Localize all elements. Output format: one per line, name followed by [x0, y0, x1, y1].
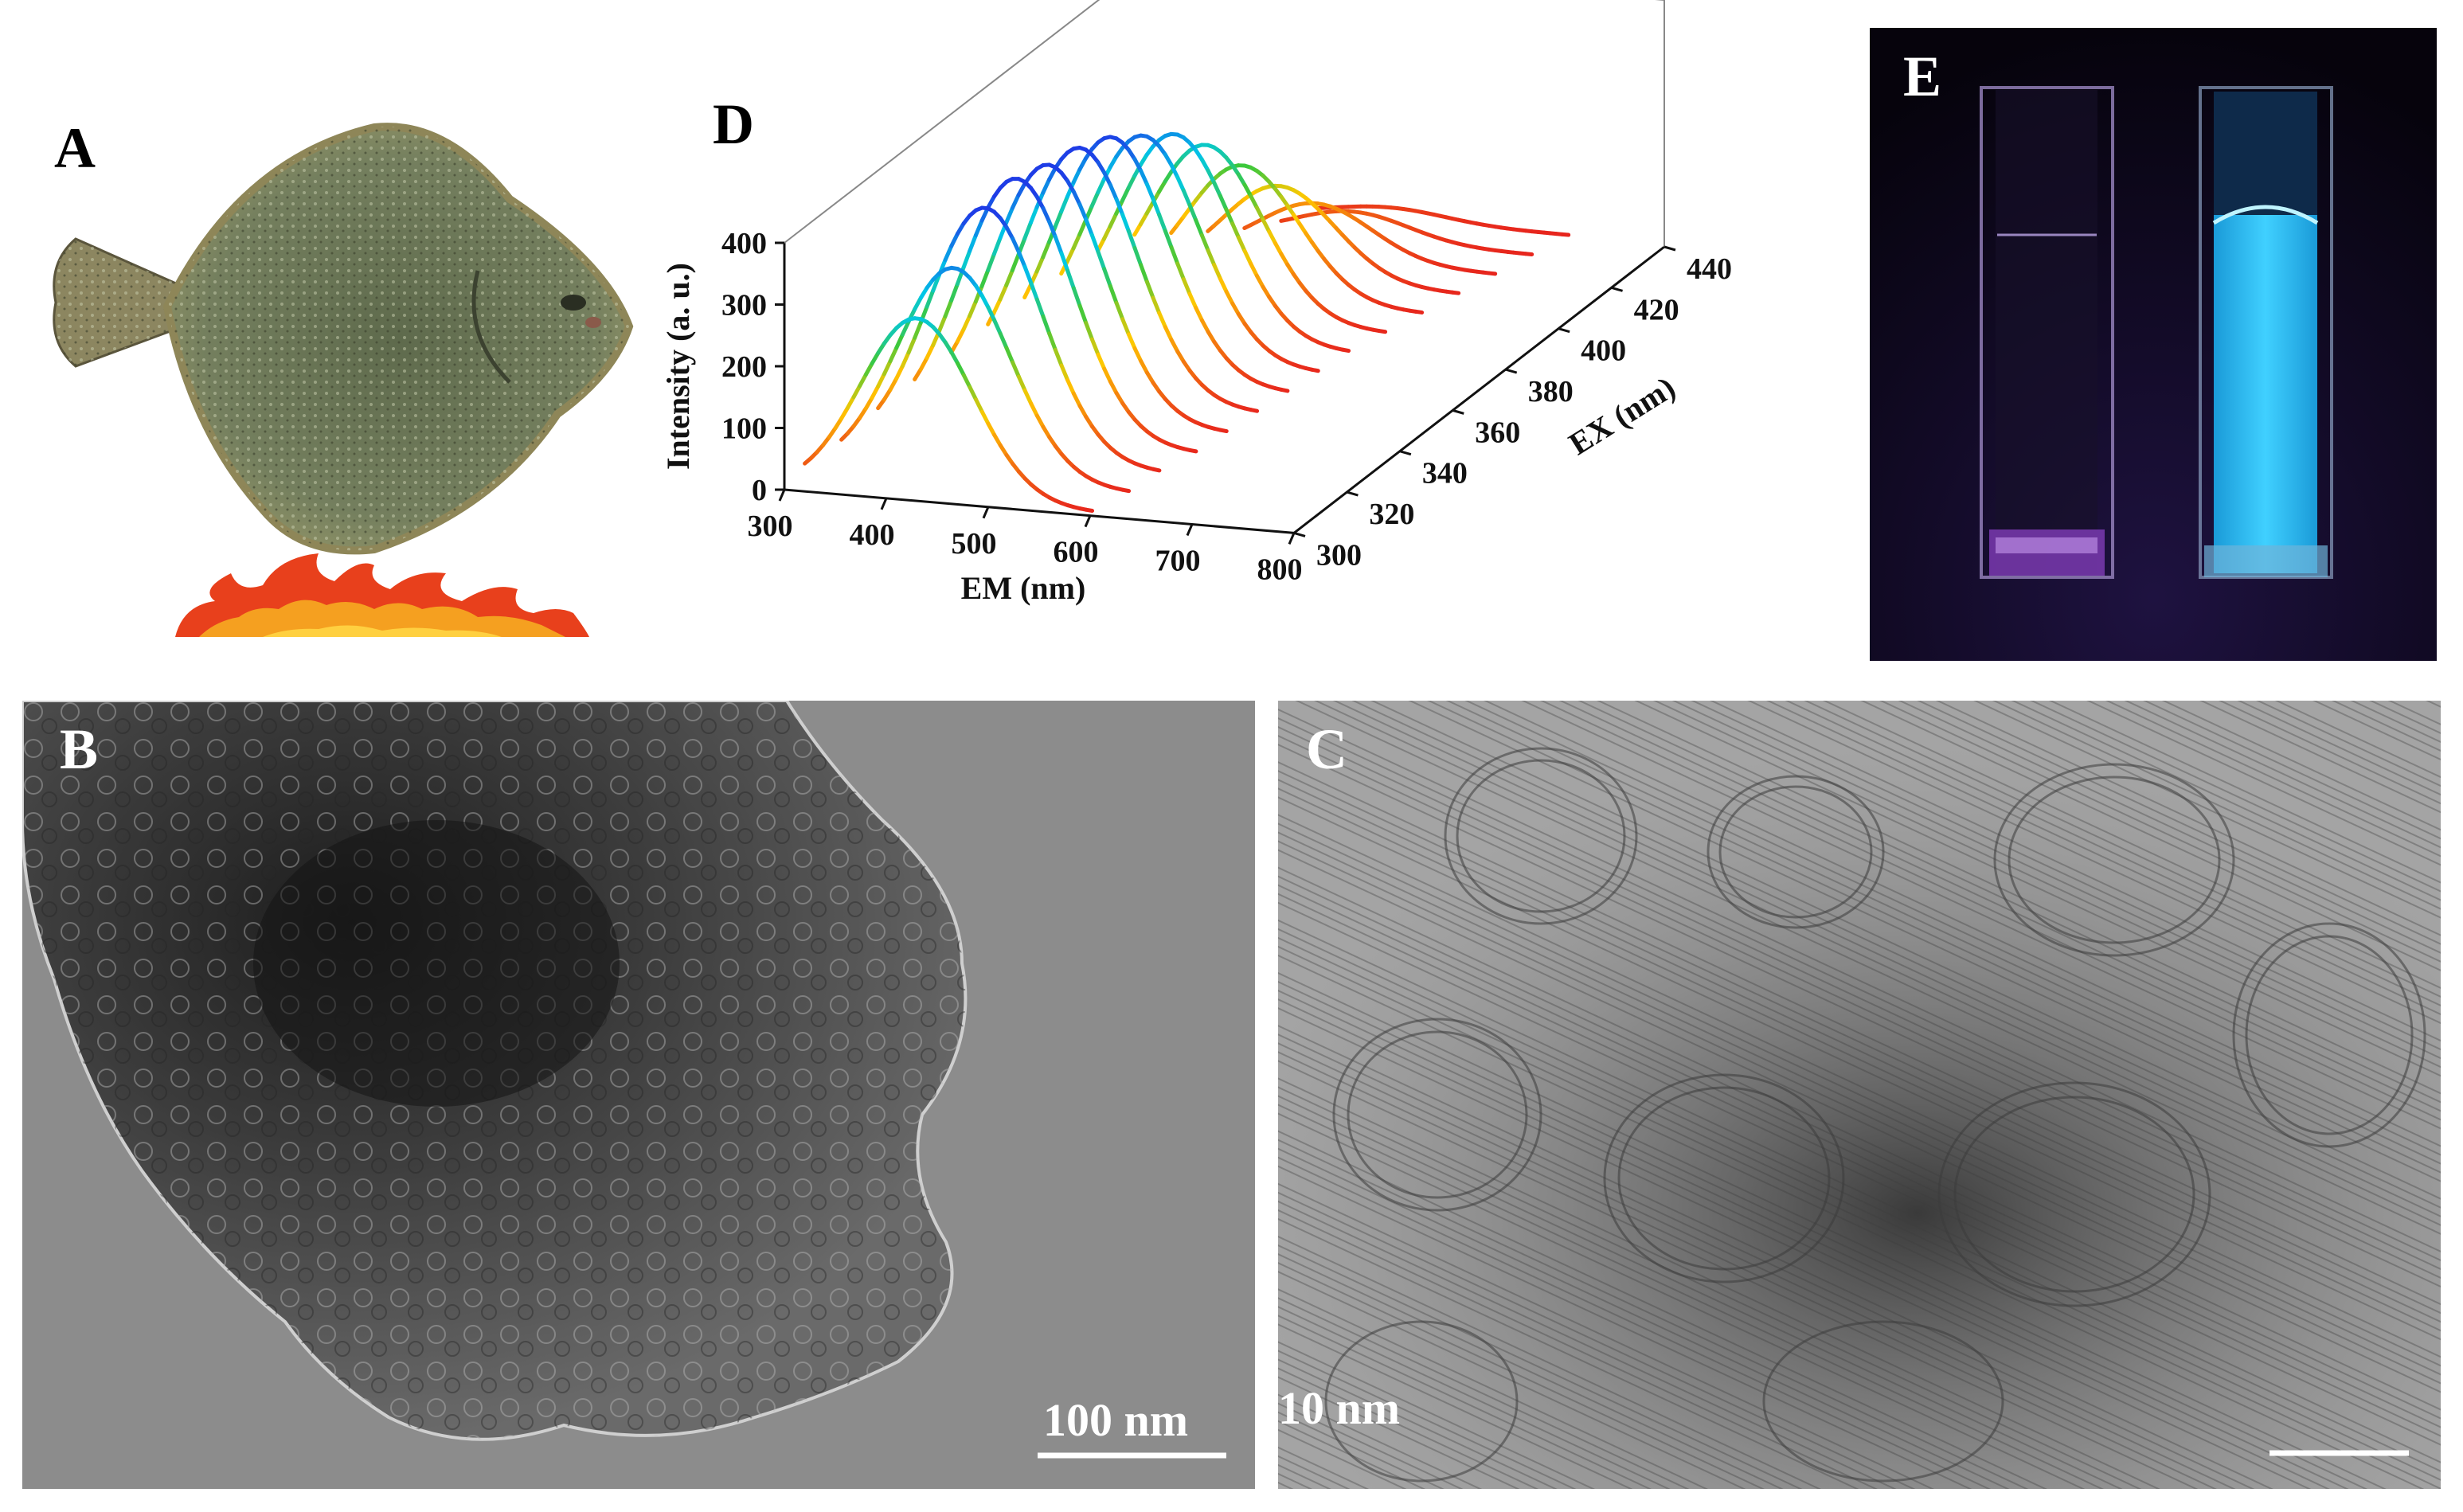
frame-top-left [784, 0, 1101, 244]
z-tick-mark [1664, 245, 1676, 252]
panel-a [0, 0, 637, 661]
scale-bar-label-c: 10 nm [1278, 1382, 1401, 1434]
y-tick-label: 300 [721, 289, 767, 322]
x-tick-label: 500 [952, 527, 997, 561]
y-tick-label: 200 [721, 350, 767, 384]
x-tick-mark [1186, 523, 1194, 537]
flame-icon [175, 553, 589, 637]
series-line-ex-390 [1132, 143, 1388, 334]
z-tick-mark [1452, 408, 1464, 415]
y-tick-label: 0 [752, 474, 767, 507]
x-tick-label: 300 [748, 510, 793, 543]
panel-b-tem [22, 701, 1255, 1489]
panel-d-label: D [713, 92, 754, 156]
series-line-ex-340 [949, 162, 1229, 434]
panel-e-photo [1870, 28, 2437, 661]
z-tick-label: 400 [1581, 334, 1626, 368]
series-line-ex-320 [876, 205, 1162, 473]
panel-c-tem [1278, 701, 2441, 1489]
z-tick-label: 380 [1528, 375, 1574, 408]
z-tick-mark [1505, 368, 1518, 374]
x-axis-title: EM (nm) [961, 570, 1086, 606]
x-tick-label: 700 [1155, 545, 1201, 578]
scale-bar-label-b: 100 nm [1043, 1394, 1189, 1446]
x-tick-label: 400 [850, 518, 895, 552]
y-tick-label: 100 [721, 412, 767, 446]
cuvette-fluorescent [2199, 86, 2333, 579]
series-line-ex-400 [1169, 163, 1425, 315]
x-tick-mark [778, 489, 786, 502]
z-axis-line [1293, 245, 1665, 534]
z-tick-mark [1347, 490, 1359, 497]
tem-image-b [22, 701, 1255, 1489]
x-axis-line [784, 488, 1295, 534]
series-line-ex-330 [913, 177, 1198, 454]
series-line-ex-410 [1206, 183, 1461, 295]
tem-image-c [1278, 701, 2441, 1489]
z-tick-label: 300 [1316, 538, 1362, 572]
y-tick-label: 400 [721, 227, 767, 260]
z-tick-label: 440 [1687, 252, 1732, 286]
series-line-ex-350 [986, 146, 1260, 413]
z-tick-label: 320 [1369, 498, 1414, 531]
z-axis-title: EX (nm) [1562, 369, 1681, 462]
series-line-ex-310 [839, 265, 1132, 494]
panel-e-label: E [1903, 45, 1942, 108]
x-tick-mark [880, 498, 888, 510]
z-tick-mark [1558, 327, 1570, 334]
panel-c-label: C [1306, 717, 1347, 781]
series-line-ex-300 [803, 316, 1095, 514]
cuvette-water [1980, 86, 2114, 579]
x-tick-mark [982, 506, 990, 519]
z-tick-mark [1611, 286, 1623, 292]
z-tick-mark [1399, 450, 1412, 456]
series-line-ex-370 [1059, 133, 1320, 373]
panel-a-label: A [54, 116, 96, 180]
y-axis-title: Intensity (a. u.) [660, 263, 696, 470]
x-tick-label: 800 [1257, 553, 1303, 586]
z-tick-mark [1293, 531, 1306, 537]
x-tick-label: 600 [1054, 536, 1099, 569]
z-tick-label: 340 [1422, 457, 1468, 490]
cuvettes-uv-photo [1870, 28, 2437, 661]
flounder-fish-icon [53, 123, 634, 637]
series-line-ex-430 [1279, 209, 1534, 256]
z-tick-label: 360 [1475, 416, 1520, 449]
x-tick-mark [1084, 515, 1092, 528]
chart-frame [783, 0, 1665, 534]
panel-b-label: B [60, 717, 99, 781]
x-tick-mark [1288, 532, 1296, 545]
chart-series-group [803, 131, 1571, 514]
z-tick-label: 420 [1634, 293, 1679, 326]
